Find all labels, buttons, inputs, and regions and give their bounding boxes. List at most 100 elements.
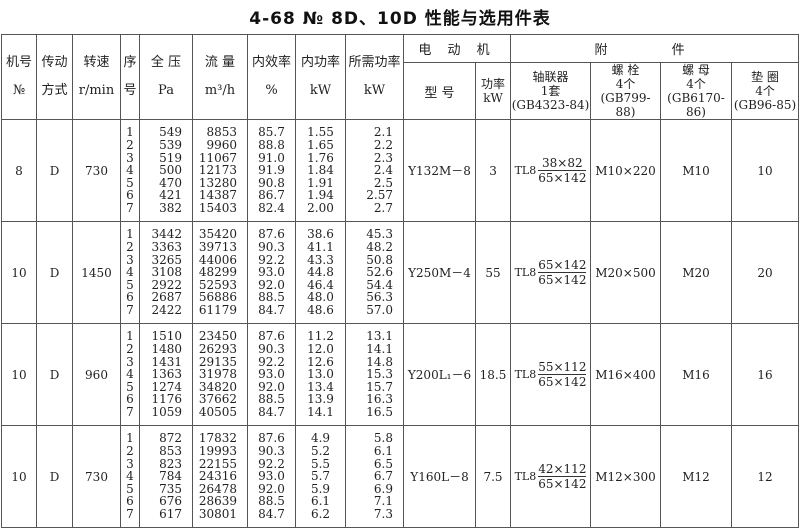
flow-value: 52593 (198, 277, 237, 292)
flow-value: 14387 (198, 188, 237, 203)
pressure-cell: 549 539 519 500 470 421 382 (139, 119, 193, 222)
required-power-value: 14.8 (366, 354, 393, 369)
required-power-cell: 5.8 6.1 6.5 6.7 6.9 7.1 7.3 (345, 425, 404, 528)
header-unit: kW (483, 91, 503, 105)
internal-power-cell: 4.9 5.2 5.5 5.7 5.9 6.1 6.2 (295, 425, 346, 528)
internal-power-value: 11.2 (307, 329, 334, 344)
required-power-cell: 2.1 2.2 2.3 2.4 2.5 2.57 2.7 (345, 119, 404, 222)
efficiency-value: 90.3 (258, 240, 285, 255)
seq-value: 5 (126, 175, 134, 190)
internal-power-value: 13.4 (307, 379, 334, 394)
required-power-value: 54.4 (366, 277, 393, 292)
flow-value: 26293 (198, 342, 237, 357)
internal-power-value: 6.1 (310, 494, 331, 509)
flow-value: 34820 (198, 379, 237, 394)
pressure-value: 470 (159, 175, 182, 190)
flow-value: 35420 (198, 227, 237, 242)
internal-power-value: 13.9 (307, 392, 334, 407)
required-power-value: 15.7 (366, 379, 393, 394)
efficiency-value: 88.5 (258, 494, 285, 509)
header-qty: 4个 (615, 77, 636, 91)
header-seq: 序号 (120, 34, 140, 120)
internal-power-value: 46.4 (307, 277, 334, 292)
pressure-value: 823 (159, 456, 182, 471)
coupling-cell: TL8 65×142 65×142 (510, 221, 592, 324)
flow-value: 12173 (198, 163, 237, 178)
efficiency-value: 87.6 (258, 431, 285, 446)
seq-value: 3 (126, 150, 134, 165)
header-standard: (GB96-85) (733, 98, 797, 112)
internal-power-value: 48.6 (307, 302, 334, 317)
efficiency-value: 92.0 (258, 481, 285, 496)
flow-value: 29135 (198, 354, 237, 369)
pressure-value: 549 (159, 125, 182, 140)
efficiency-cell: 87.6 90.3 92.2 93.0 92.0 88.5 84.7 (247, 221, 296, 324)
drive-cell: D (36, 119, 73, 222)
required-power-value: 7.1 (373, 494, 393, 509)
pressure-value: 853 (159, 444, 182, 459)
internal-power-value: 1.55 (307, 125, 334, 140)
internal-power-value: 38.6 (307, 227, 334, 242)
flow-value: 11067 (198, 150, 237, 165)
header-label: 传动 (41, 55, 68, 70)
header-label: 转速 (83, 55, 110, 70)
pressure-value: 1431 (151, 354, 182, 369)
washer-cell: 16 (731, 323, 800, 426)
seq-value: 2 (126, 240, 134, 255)
header-drive: 传动 方式 (36, 34, 73, 120)
required-power-value: 2.7 (373, 200, 393, 215)
required-power-value: 15.3 (366, 367, 393, 382)
pressure-value: 421 (159, 188, 182, 203)
speed-cell: 730 (72, 119, 121, 222)
header-qty: 4个 (686, 77, 706, 91)
header-unit: kW (363, 83, 386, 98)
seq-value: 1 (126, 125, 134, 140)
pressure-value: 500 (159, 163, 182, 178)
performance-table: 机号 № 传动 方式 转速 r/min 序号 全 压 Pa 流 量 m³/h 内效率% 内… (1, 34, 800, 528)
seq-value: 3 (126, 354, 134, 369)
seq-value: 3 (126, 252, 134, 267)
coupling-prefix: TL8 (514, 368, 537, 381)
internal-power-value: 5.5 (310, 456, 331, 471)
required-power-value: 6.9 (373, 481, 393, 496)
drive-cell: D (36, 323, 73, 426)
header-motor-power: 功率 kW (474, 62, 512, 120)
washer-cell: 12 (731, 425, 800, 528)
internal-power-value: 1.91 (307, 175, 334, 190)
header-label: 螺 栓 (611, 63, 640, 78)
internal-power-value: 2.00 (307, 200, 334, 215)
motor-model-cell: Y160L－8 (403, 425, 476, 528)
seq-value: 6 (126, 494, 134, 509)
pressure-value: 2422 (151, 302, 182, 317)
efficiency-value: 92.0 (258, 379, 285, 394)
flow-cell: 35420 39713 44006 48299 52593 56886 61179 (192, 221, 248, 324)
efficiency-value: 90.8 (258, 175, 285, 190)
efficiency-value: 93.0 (258, 367, 285, 382)
motor-power-cell: 7.5 (474, 425, 512, 528)
pressure-cell: 1510 1480 1431 1363 1274 1176 1059 (139, 323, 193, 426)
header-label: 流 量 (204, 55, 236, 70)
internal-power-value: 41.1 (307, 240, 334, 255)
fan-no-cell: 10 (1, 425, 37, 528)
flow-value: 19993 (198, 444, 237, 459)
internal-power-value: 1.94 (307, 188, 334, 203)
nut-cell: M20 (660, 221, 733, 324)
header-label: 轴联器 (532, 70, 569, 84)
header-flow: 流 量 m³/h (192, 34, 248, 120)
efficiency-value: 82.4 (258, 200, 285, 215)
fan-no-cell: 8 (1, 119, 37, 222)
washer-cell: 10 (731, 119, 800, 222)
pressure-value: 3265 (151, 252, 182, 267)
speed-cell: 730 (72, 425, 121, 528)
bolt-cell: M12×300 (590, 425, 662, 528)
efficiency-value: 84.7 (258, 404, 285, 419)
seq-value: 4 (126, 469, 134, 484)
header-unit: № (12, 83, 26, 98)
efficiency-value: 85.7 (258, 125, 285, 140)
internal-power-value: 1.76 (307, 150, 334, 165)
efficiency-value: 88.5 (258, 290, 285, 305)
header-unit: 方式 (41, 83, 68, 98)
efficiency-value: 90.3 (258, 342, 285, 357)
